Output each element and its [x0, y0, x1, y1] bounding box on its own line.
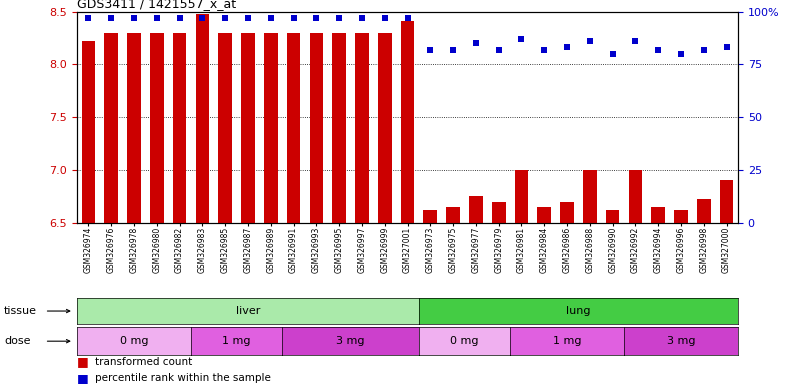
Text: 0 mg: 0 mg: [450, 336, 478, 346]
Bar: [491, 202, 505, 223]
Text: GDS3411 / 1421557_x_at: GDS3411 / 1421557_x_at: [77, 0, 236, 10]
Bar: [310, 33, 324, 223]
Point: [583, 38, 596, 44]
Bar: [560, 202, 574, 223]
Bar: [333, 33, 346, 223]
Text: percentile rank within the sample: percentile rank within the sample: [95, 373, 271, 383]
Point: [538, 46, 551, 53]
Point: [447, 46, 460, 53]
Bar: [82, 41, 95, 223]
Bar: [127, 33, 141, 223]
Bar: [173, 33, 187, 223]
Text: lung: lung: [566, 306, 590, 316]
Point: [264, 15, 277, 21]
Text: 3 mg: 3 mg: [337, 336, 365, 346]
Bar: [287, 33, 300, 223]
Text: 3 mg: 3 mg: [667, 336, 695, 346]
Text: 0 mg: 0 mg: [120, 336, 148, 346]
Point: [606, 51, 619, 57]
Point: [401, 15, 414, 21]
Text: liver: liver: [236, 306, 260, 316]
Bar: [105, 33, 118, 223]
Point: [515, 36, 528, 42]
Bar: [629, 170, 642, 223]
Point: [333, 15, 345, 21]
Bar: [720, 180, 733, 223]
Point: [82, 15, 95, 21]
Point: [424, 46, 437, 53]
Bar: [355, 33, 369, 223]
Bar: [264, 33, 277, 223]
Text: 1 mg: 1 mg: [553, 336, 581, 346]
Bar: [446, 207, 460, 223]
Bar: [469, 196, 483, 223]
Bar: [241, 33, 255, 223]
Point: [378, 15, 391, 21]
Bar: [150, 33, 164, 223]
Point: [675, 51, 688, 57]
Point: [196, 15, 209, 21]
Point: [560, 44, 573, 50]
Bar: [583, 170, 597, 223]
Bar: [195, 13, 209, 223]
Text: tissue: tissue: [4, 306, 37, 316]
Text: ■: ■: [77, 355, 88, 368]
Bar: [401, 21, 414, 223]
Point: [105, 15, 118, 21]
Text: ■: ■: [77, 372, 88, 384]
Point: [242, 15, 255, 21]
Point: [310, 15, 323, 21]
Point: [355, 15, 368, 21]
Bar: [423, 210, 437, 223]
Point: [219, 15, 232, 21]
Bar: [697, 200, 710, 223]
Point: [720, 44, 733, 50]
Point: [470, 40, 483, 46]
Text: dose: dose: [4, 336, 31, 346]
Bar: [651, 207, 665, 223]
Bar: [538, 207, 551, 223]
Bar: [378, 33, 392, 223]
Point: [492, 46, 505, 53]
Text: transformed count: transformed count: [95, 357, 192, 367]
Point: [629, 38, 642, 44]
Bar: [674, 210, 688, 223]
Point: [173, 15, 186, 21]
Bar: [218, 33, 232, 223]
Point: [697, 46, 710, 53]
Point: [287, 15, 300, 21]
Text: 1 mg: 1 mg: [222, 336, 251, 346]
Bar: [606, 210, 620, 223]
Point: [127, 15, 140, 21]
Point: [150, 15, 163, 21]
Point: [652, 46, 665, 53]
Bar: [515, 170, 528, 223]
